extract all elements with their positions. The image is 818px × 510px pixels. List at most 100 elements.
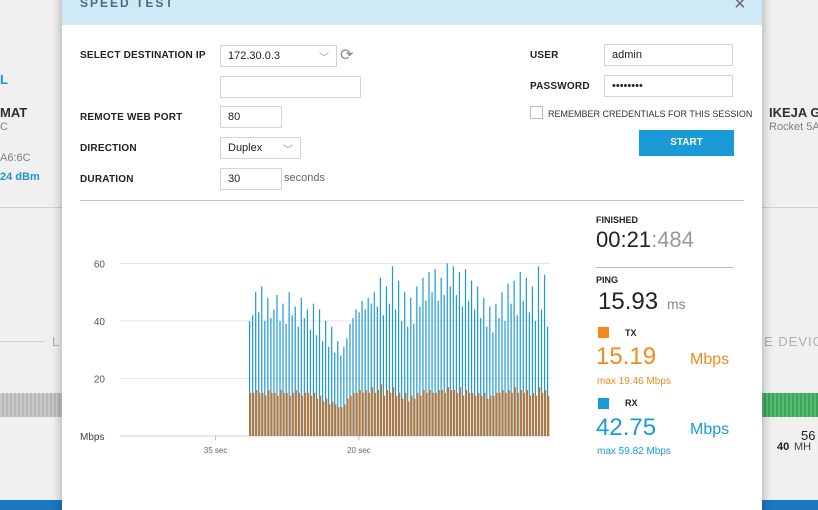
rx-bar [337, 341, 339, 436]
rx-bar [267, 297, 269, 436]
rx-bar [516, 315, 518, 436]
tx-bar [516, 392, 519, 436]
direction-select[interactable]: Duplex ﹀ [220, 137, 301, 159]
rx-bar [321, 341, 324, 436]
tx-bar [504, 392, 507, 436]
bg-right-section: E DEVIC [764, 334, 818, 349]
tx-bar [273, 392, 276, 436]
tx-bar [477, 392, 480, 436]
duration-unit: seconds [284, 172, 325, 184]
tx-bar [443, 392, 446, 436]
password-input[interactable]: •••••••• [604, 75, 733, 97]
rx-bar [288, 292, 290, 436]
tx-bar [370, 387, 373, 436]
port-input[interactable]: 80 [220, 106, 282, 128]
tx-bar [538, 387, 541, 436]
dialog-title: SPEED TEST [80, 0, 175, 10]
tx-bar [471, 392, 474, 436]
tx-bar [288, 395, 291, 436]
tx-bar [355, 392, 358, 436]
tx-bar [373, 392, 376, 436]
rx-bar [510, 303, 512, 436]
tx-bar [255, 389, 258, 436]
rx-bar [531, 286, 533, 436]
rx-bar [303, 318, 305, 436]
tx-value: 15.19 [596, 343, 657, 370]
rx-bar [410, 297, 412, 436]
dest-ip-label: SELECT DESTINATION IP [80, 50, 206, 61]
rx-bar [495, 303, 497, 436]
rx-bar [349, 323, 351, 436]
finished-ms: 484 [657, 227, 694, 252]
bg-left-mac: A6:6C [0, 152, 31, 164]
tx-bar [291, 392, 294, 436]
tx-bar [294, 389, 297, 436]
tx-bar [316, 398, 319, 436]
rx-bar [404, 292, 406, 436]
rx-bar [416, 286, 418, 436]
ping-value: 15.93 [598, 288, 659, 315]
direction-label: DIRECTION [80, 143, 137, 154]
x-tick-label: 20 sec [347, 446, 371, 455]
rx-bar [534, 320, 537, 436]
rx-bar [306, 309, 308, 436]
tx-bar [489, 395, 492, 436]
rx-bar [519, 272, 521, 436]
tx-bar [462, 395, 465, 436]
tx-legend-icon [598, 327, 609, 338]
rx-bar [452, 266, 454, 436]
tx-bar [465, 389, 468, 436]
rx-bar [543, 274, 546, 436]
section-divider [80, 200, 744, 201]
tx-bar [383, 395, 386, 436]
rx-bar [446, 263, 448, 436]
bg-right-mhz-value: 40 [777, 441, 790, 453]
bg-right-num: 56 [801, 428, 816, 443]
duration-label: DURATION [80, 174, 134, 185]
tx-bar [361, 392, 364, 436]
finished-sep: : [651, 227, 658, 252]
tx-bar [313, 392, 316, 436]
tx-bar [456, 392, 459, 436]
y-tick-label: 40 [94, 317, 106, 328]
rx-bar [294, 306, 296, 436]
tx-bar [501, 389, 504, 436]
tx-bar [358, 389, 361, 436]
rx-bar [467, 300, 470, 436]
finished-main: 00:21 [596, 227, 652, 252]
tx-bar [495, 392, 498, 436]
bg-grey-bar [0, 393, 62, 417]
duration-input[interactable]: 30 [220, 168, 282, 190]
tx-bar [474, 395, 477, 436]
rx-bar [498, 318, 500, 436]
tx-bar [413, 398, 416, 436]
start-button[interactable]: START [639, 130, 734, 156]
user-input[interactable]: admin [604, 44, 733, 66]
rx-bar [464, 269, 467, 436]
rx-bar [422, 277, 424, 436]
rx-bar [419, 306, 421, 436]
rx-bar [343, 346, 345, 436]
rx-bar [522, 300, 524, 436]
rx-bar [367, 297, 369, 436]
close-icon[interactable]: × [734, 0, 746, 15]
refresh-icon[interactable]: ⟳ [340, 47, 354, 64]
rx-bar [364, 309, 366, 436]
rx-bar [434, 269, 436, 436]
rx-bar [407, 326, 409, 436]
bg-left-section: L [52, 334, 61, 349]
tx-bar [331, 401, 334, 436]
dest-ip-custom-input[interactable] [220, 76, 361, 98]
tx-label: TX [625, 328, 637, 338]
rx-bar [525, 277, 527, 436]
remember-checkbox[interactable] [530, 106, 543, 119]
dest-ip-select[interactable]: 172.30.0.3 ﹀ [220, 45, 337, 67]
rx-bar [540, 309, 543, 436]
rx-bar [394, 309, 397, 436]
dialog-header: SPEED TEST × [62, 0, 762, 25]
tx-bar [319, 395, 322, 436]
tx-bar [343, 404, 346, 436]
tx-bar [264, 395, 267, 436]
tx-bar [425, 392, 428, 436]
tx-bar [486, 398, 489, 436]
